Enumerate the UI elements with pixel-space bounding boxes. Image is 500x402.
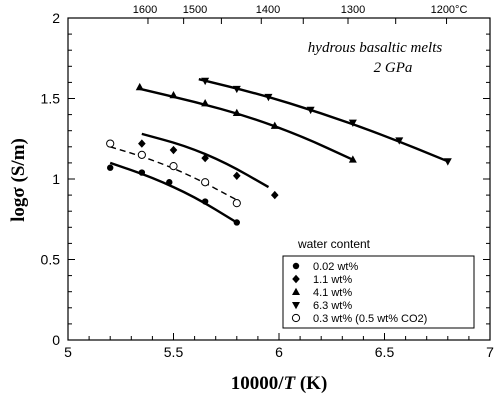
legend-title: water content (297, 237, 371, 251)
x-tick-label: 6 (275, 344, 283, 360)
data-point (106, 139, 115, 148)
data-point (232, 85, 241, 94)
y-tick-label: 1.5 (41, 91, 61, 107)
data-point (201, 99, 210, 107)
y-axis-label: logσ (S/m) (8, 138, 29, 222)
data-point (264, 93, 273, 102)
data-point (348, 155, 357, 163)
data-point (232, 199, 241, 208)
y-tick-label: 0 (52, 332, 60, 348)
x-tick-label: 6.5 (375, 344, 395, 360)
data-point (138, 139, 146, 148)
legend: 0.02 wt%1.1 wt%4.1 wt%6.3 wt%0.3 wt% (0.… (282, 255, 475, 329)
legend-marker (292, 287, 300, 295)
top-axis-label: 1300 (341, 4, 365, 16)
fit-curve (109, 146, 238, 201)
data-point (233, 219, 240, 226)
data-point (270, 190, 279, 200)
data-point (169, 90, 178, 99)
legend-marker (291, 313, 301, 323)
data-point (137, 150, 146, 159)
data-point (107, 164, 114, 171)
annotation-line-2: 2 GPa (374, 60, 413, 76)
annotation-line-1: hydrous basaltic melts (308, 40, 443, 56)
data-points-layer (106, 77, 452, 226)
data-point (169, 162, 178, 171)
fit-curve (109, 161, 238, 224)
legend-entry-label: 0.3 wt% (0.5 wt% CO2) (313, 313, 427, 325)
top-axis-label: 1600 (133, 4, 157, 16)
data-point (270, 121, 279, 129)
legend-entry-label: 1.1 wt% (313, 274, 352, 286)
data-point (201, 178, 210, 187)
legend-marker (292, 302, 300, 310)
data-point (201, 153, 209, 163)
y-tick-label: 2 (52, 10, 60, 26)
top-axis-label: 1200°C (431, 4, 468, 16)
data-point (348, 119, 357, 127)
data-point (138, 169, 146, 176)
data-point (166, 179, 173, 186)
data-point (135, 82, 144, 91)
fit-curve (198, 78, 449, 163)
x-axis-label: 10000/T (K) (231, 373, 328, 394)
data-point (232, 108, 241, 116)
data-point (395, 137, 404, 145)
data-point (169, 145, 178, 155)
data-point (201, 77, 210, 86)
top-axis-label: 1400 (256, 4, 280, 16)
data-point (306, 106, 315, 115)
data-point (233, 171, 241, 180)
legend-box (282, 255, 475, 329)
y-tick-label: 0.5 (41, 252, 61, 268)
data-point (443, 158, 452, 166)
legend-marker (292, 262, 300, 270)
legend-entry-label: 6.3 wt% (313, 300, 352, 312)
fit-curves-layer (109, 78, 449, 224)
x-tick-label: 5 (64, 344, 72, 360)
legend-entry-label: 4.1 wt% (313, 287, 352, 299)
axes-layer: 5 5.5 6 6.5 7 0 0.5 1 1.5 2 1600 1500 1400 1300 1200°C (41, 4, 495, 360)
data-point (201, 198, 209, 205)
legend-entry-label: 0.02 wt% (313, 261, 358, 273)
x-tick-label: 5.5 (164, 344, 184, 360)
x-tick-label: 7 (486, 344, 494, 360)
y-tick-label: 1 (52, 171, 60, 187)
legend-marker (292, 274, 300, 284)
fit-curve (139, 87, 354, 161)
top-axis-label: 1500 (183, 4, 207, 16)
